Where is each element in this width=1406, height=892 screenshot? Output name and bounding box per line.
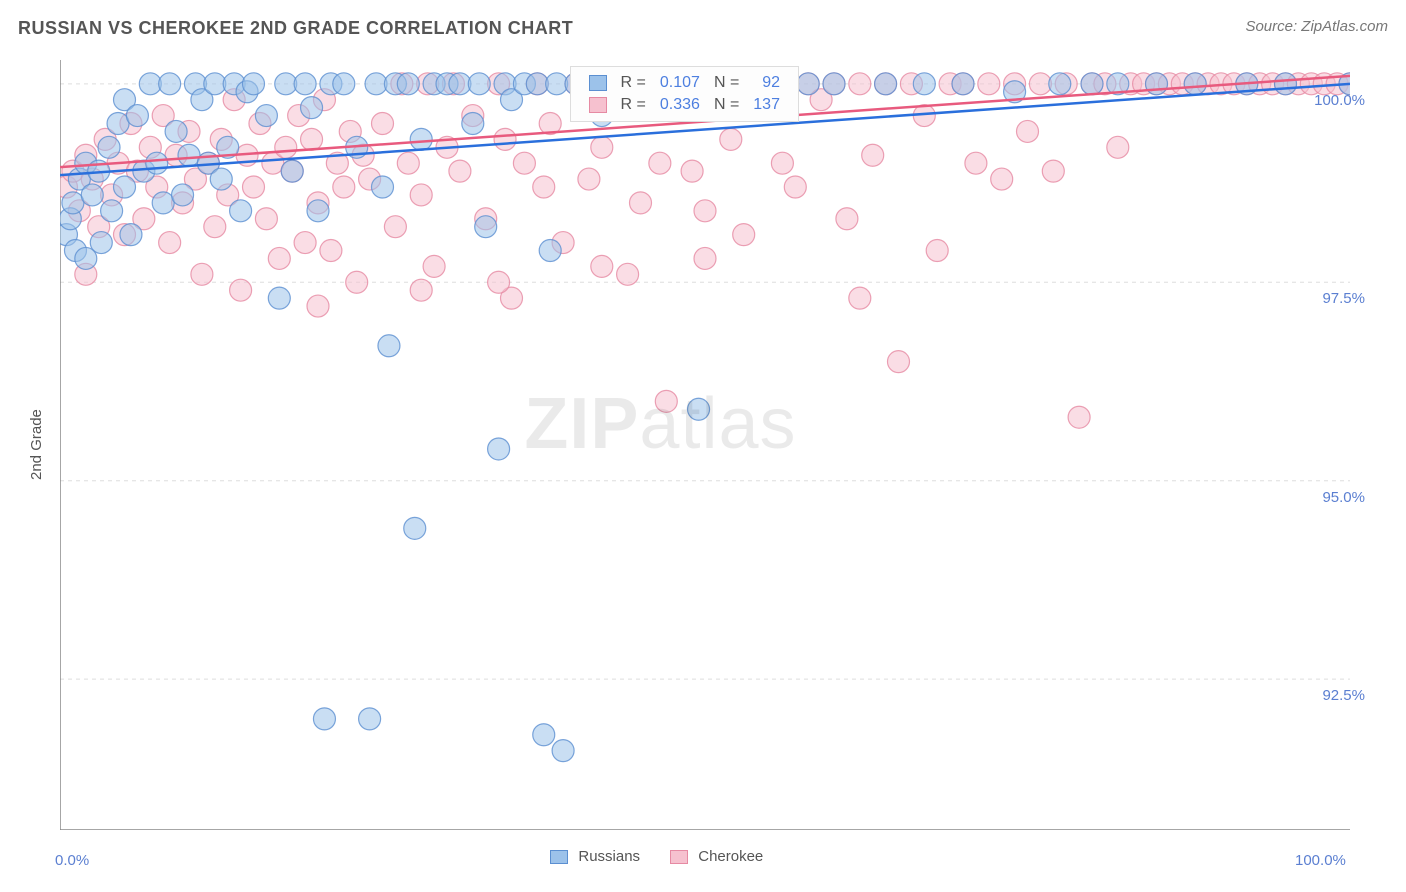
legend-swatch-cherokee-bottom [670,850,688,864]
y-tick-label: 97.5% [1295,290,1365,307]
legend-row-cherokee: R = 0.336 N = 137 [583,95,786,115]
chart-svg [60,60,1350,830]
legend-swatch-russians-bottom [550,850,568,864]
legend-N-value-1: 92 [747,73,786,93]
y-tick-label: 95.0% [1295,489,1365,506]
y-tick-label: 100.0% [1295,92,1365,109]
legend-R-label-1: R = [615,73,652,93]
legend-item-cherokee: Cherokee [670,848,763,865]
legend-item-russians: Russians [550,848,640,865]
plot-area: ZIPatlas R = 0.107 N = 92 R = 0.336 N = … [60,60,1350,830]
legend-R-label-2: R = [615,95,652,115]
legend-swatch-russians [589,75,607,91]
legend-row-russians: R = 0.107 N = 92 [583,73,786,93]
x-tick-label-left: 0.0% [55,852,89,869]
legend-bottom: Russians Cherokee [550,848,763,865]
x-tick-label-right: 100.0% [1295,852,1346,869]
legend-R-value-2: 0.336 [654,95,706,115]
legend-R-value-1: 0.107 [654,73,706,93]
legend-label-cherokee: Cherokee [698,848,763,865]
chart-title: RUSSIAN VS CHEROKEE 2ND GRADE CORRELATIO… [18,18,573,39]
chart-container: RUSSIAN VS CHEROKEE 2ND GRADE CORRELATIO… [0,0,1406,892]
source-label: Source: ZipAtlas.com [1245,18,1388,35]
regression-legend-box: R = 0.107 N = 92 R = 0.336 N = 137 [570,66,799,122]
legend-N-value-2: 137 [747,95,786,115]
y-axis-label: 2nd Grade [28,409,45,480]
legend-N-label-2: N = [708,95,745,115]
legend-N-label-1: N = [708,73,745,93]
y-tick-label: 92.5% [1295,687,1365,704]
legend-swatch-cherokee [589,97,607,113]
legend-label-russians: Russians [578,848,640,865]
